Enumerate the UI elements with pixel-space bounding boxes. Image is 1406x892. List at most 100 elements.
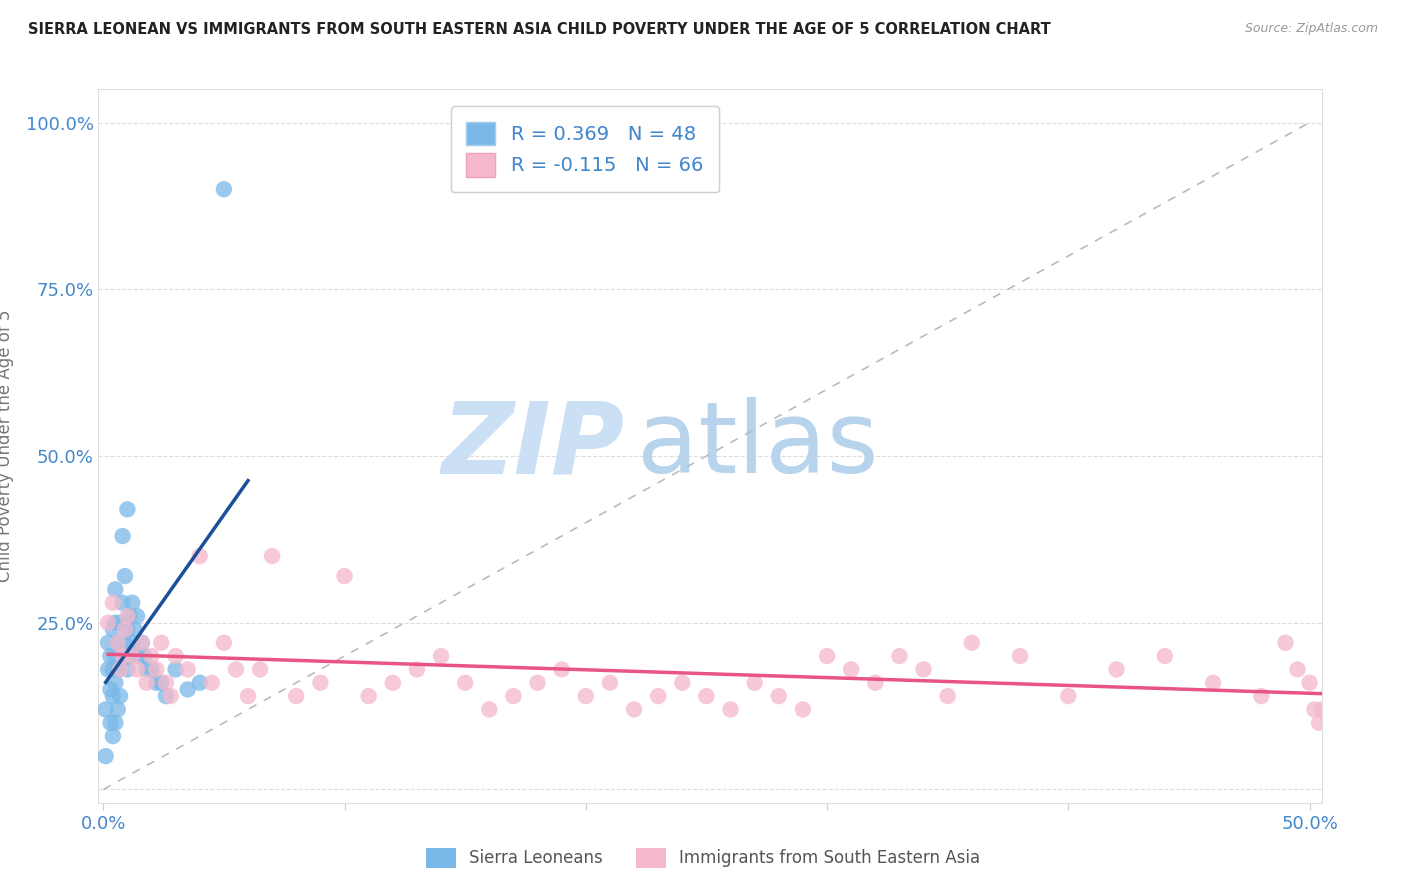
- Point: [100, 649, 122, 664]
- Point: [104, 675, 127, 690]
- Point: [165, 662, 187, 676]
- Point: [695, 689, 717, 703]
- Point: [117, 502, 139, 516]
- Point: [94, 749, 117, 764]
- Point: [671, 675, 693, 690]
- Point: [176, 662, 198, 676]
- Point: [125, 609, 148, 624]
- Point: [128, 649, 150, 664]
- Point: [188, 675, 211, 690]
- Point: [815, 649, 838, 664]
- Point: [117, 609, 139, 624]
- Point: [1250, 689, 1272, 703]
- Point: [1105, 662, 1128, 676]
- Legend: R = 0.369   N = 48, R = -0.115   N = 66: R = 0.369 N = 48, R = -0.115 N = 66: [451, 106, 718, 193]
- Point: [236, 689, 259, 703]
- Point: [108, 656, 131, 670]
- Point: [141, 649, 163, 664]
- Point: [100, 682, 122, 697]
- Point: [121, 636, 143, 650]
- Point: [188, 549, 211, 563]
- Point: [249, 662, 271, 676]
- Point: [768, 689, 790, 703]
- Point: [155, 675, 177, 690]
- Point: [406, 662, 429, 676]
- Point: [381, 675, 404, 690]
- Text: atlas: atlas: [637, 398, 879, 494]
- Point: [104, 715, 127, 730]
- Point: [1274, 636, 1296, 650]
- Point: [134, 649, 156, 664]
- Point: [889, 649, 911, 664]
- Point: [1153, 649, 1175, 664]
- Point: [145, 675, 167, 690]
- Point: [285, 689, 308, 703]
- Point: [104, 649, 127, 664]
- Point: [575, 689, 598, 703]
- Text: SIERRA LEONEAN VS IMMIGRANTS FROM SOUTH EASTERN ASIA CHILD POVERTY UNDER THE AGE: SIERRA LEONEAN VS IMMIGRANTS FROM SOUTH …: [28, 22, 1050, 37]
- Point: [839, 662, 862, 676]
- Point: [333, 569, 356, 583]
- Point: [117, 623, 139, 637]
- Point: [118, 609, 141, 624]
- Point: [454, 675, 477, 690]
- Text: ZIP: ZIP: [441, 398, 624, 494]
- Point: [101, 623, 124, 637]
- Point: [201, 675, 224, 690]
- Text: Source: ZipAtlas.com: Source: ZipAtlas.com: [1244, 22, 1378, 36]
- Point: [97, 615, 120, 630]
- Point: [720, 702, 742, 716]
- Point: [135, 662, 157, 676]
- Point: [107, 636, 129, 650]
- Point: [159, 689, 181, 703]
- Point: [176, 682, 198, 697]
- Point: [478, 702, 501, 716]
- Point: [121, 596, 143, 610]
- Point: [108, 615, 131, 630]
- Legend: Sierra Leoneans, Immigrants from South Eastern Asia: Sierra Leoneans, Immigrants from South E…: [419, 841, 987, 875]
- Y-axis label: Child Poverty Under the Age of 5: Child Poverty Under the Age of 5: [0, 310, 14, 582]
- Point: [744, 675, 766, 690]
- Point: [1298, 675, 1320, 690]
- Point: [104, 582, 127, 597]
- Point: [111, 529, 134, 543]
- Point: [430, 649, 453, 664]
- Point: [1303, 702, 1326, 716]
- Point: [101, 689, 124, 703]
- Point: [225, 662, 247, 676]
- Point: [108, 662, 131, 676]
- Point: [550, 662, 572, 676]
- Point: [131, 636, 153, 650]
- Point: [101, 729, 124, 743]
- Point: [114, 569, 136, 583]
- Point: [1308, 715, 1330, 730]
- Point: [212, 636, 235, 650]
- Point: [1286, 662, 1309, 676]
- Point: [101, 596, 124, 610]
- Point: [94, 702, 117, 716]
- Point: [502, 689, 524, 703]
- Point: [526, 675, 548, 690]
- Point: [97, 662, 120, 676]
- Point: [1202, 675, 1225, 690]
- Point: [960, 636, 983, 650]
- Point: [118, 649, 141, 664]
- Point: [357, 689, 380, 703]
- Point: [647, 689, 669, 703]
- Point: [124, 623, 146, 637]
- Point: [135, 675, 157, 690]
- Point: [155, 689, 177, 703]
- Point: [125, 662, 148, 676]
- Point: [141, 662, 163, 676]
- Point: [131, 636, 153, 650]
- Point: [309, 675, 332, 690]
- Point: [1057, 689, 1080, 703]
- Point: [111, 649, 134, 664]
- Point: [262, 549, 284, 563]
- Point: [114, 623, 136, 637]
- Point: [111, 649, 134, 664]
- Point: [108, 689, 131, 703]
- Point: [121, 649, 143, 664]
- Point: [1310, 702, 1333, 716]
- Point: [150, 675, 173, 690]
